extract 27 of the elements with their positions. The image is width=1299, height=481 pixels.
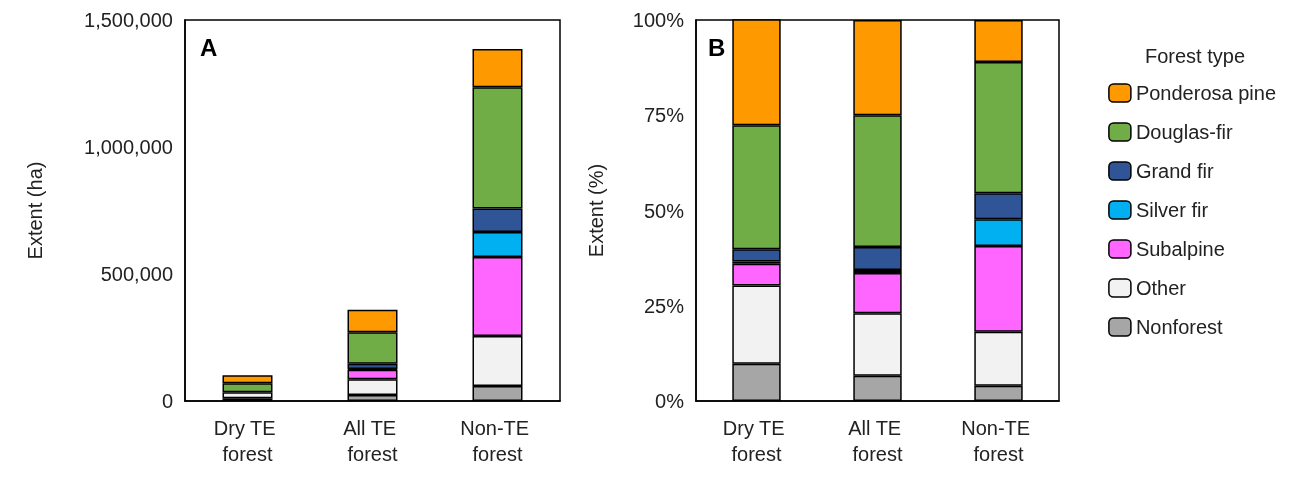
legend-label: Ponderosa pine	[1135, 82, 1276, 104]
legend-label: Douglas-fir	[1135, 121, 1233, 143]
y-axis-title: Extent (%)	[585, 163, 607, 258]
legend-label: Silver fir	[1135, 199, 1209, 221]
text: B	[708, 33, 726, 61]
legend-label: Grand fir	[1135, 160, 1215, 182]
x-tick-label: All TE forest	[848, 417, 907, 465]
y-axis-title: Extent (ha)	[24, 161, 46, 260]
y-tick-label: 25%	[643, 294, 685, 317]
y-tick-label: 1,000,000	[84, 136, 173, 158]
text: A	[200, 33, 218, 61]
legend-title: Forest type	[1144, 45, 1246, 67]
y-tick-label: 0%	[655, 390, 685, 412]
y-tick-label: 50%	[643, 199, 685, 222]
x-tick-label: Non-TE forest	[961, 417, 1036, 465]
legend-label: Nonforest	[1135, 316, 1224, 338]
legend-label: Subalpine	[1135, 238, 1225, 260]
x-tick-label: Dry TE forest	[213, 417, 282, 465]
y-tick-label: 75%	[643, 104, 685, 127]
y-tick-label: 100%	[632, 9, 685, 31]
x-tick-label: Dry TE forest	[722, 417, 791, 465]
legend-label: Other	[1135, 277, 1187, 299]
y-tick-label: 0	[161, 390, 173, 412]
y-tick-label: 1,500,000	[84, 9, 173, 31]
x-tick-label: All TE forest	[343, 417, 402, 465]
x-tick-label: Non-TE forest	[460, 417, 535, 465]
y-tick-label: 500,000	[100, 263, 173, 285]
